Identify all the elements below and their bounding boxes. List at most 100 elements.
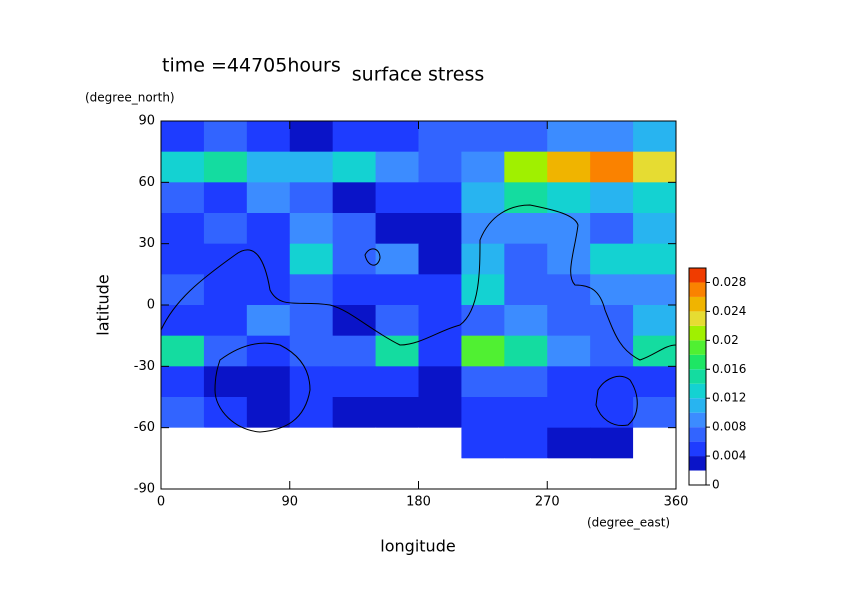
contour-cell [375,305,419,337]
contour-cell [590,335,634,367]
contour-cell [332,151,377,183]
contour-cell [332,213,377,245]
colorbar-swatch [689,383,706,399]
contour-cell [246,274,291,306]
coastline [160,204,677,361]
contour-cell [418,121,462,153]
contour-cell [161,151,205,183]
contour-cell [161,243,205,275]
contour-cell [547,458,591,490]
colorbar-swatch [689,268,706,283]
contour-cell [590,427,634,459]
contour-cell [203,213,248,245]
contour-cell [418,335,462,367]
colorbar-swatch [689,282,706,297]
contour-cell [633,243,677,275]
coastlines [160,204,677,433]
contour-cell [375,182,419,214]
colorbar-swatch [689,340,706,355]
contour-cell [590,274,634,306]
x-tick-label: 90 [281,495,298,510]
contour-cell [461,213,505,245]
contour-cell [246,305,291,337]
contour-cell [332,243,377,275]
contour-cell [375,427,419,459]
contour-cell [461,458,505,490]
contour-cell [590,366,634,398]
contour-cell [461,335,505,367]
contour-cell [203,458,248,490]
contour-cell [375,274,419,306]
contour-cell [504,458,548,490]
contour-cell [289,458,334,490]
contour-cell [547,121,591,153]
contour-cell [246,182,291,214]
contour-cell [633,335,677,367]
contour-cell [418,305,462,337]
contour-cell [246,243,291,275]
contour-cell [289,213,334,245]
contour-cell [461,366,505,398]
contour-cell [203,305,248,337]
contour-cell [504,243,548,275]
contour-cell [203,151,248,183]
contour-cell [203,366,248,398]
contour-cell [418,213,462,245]
contour-cell [289,151,334,183]
contour-cell [161,335,205,367]
contour-cell [161,182,205,214]
contour-cell [332,397,377,429]
contour-cell [203,243,248,275]
contour-cell [461,397,505,429]
contour-cell [504,274,548,306]
contour-cell [633,182,677,214]
contour-cell [590,182,634,214]
contour-cell [203,335,248,367]
contour-cell [375,151,419,183]
contour-cell [246,213,291,245]
contour-cell [289,427,334,459]
contour-cell [633,151,677,183]
coastline [364,248,381,266]
contour-cell [461,151,505,183]
contour-cell [203,121,248,153]
contour-cell [161,458,205,490]
contour-cell [418,151,462,183]
colorbar-frame [688,267,707,486]
contour-cell [633,274,677,306]
contour-cell [547,213,591,245]
y-axis-title: latitude [94,274,113,335]
colorbar-tick-label: 0.004 [712,449,746,463]
contour-cell [547,397,591,429]
contour-cell [246,121,291,153]
contour-cell [289,243,334,275]
colorbar-swatch [689,427,706,442]
contour-cell [332,427,377,459]
colorbar-swatch [689,296,706,312]
contour-cell [633,427,677,459]
contour-cell [547,366,591,398]
contour-cell [504,305,548,337]
contour-cell [504,213,548,245]
colorbar-swatch [689,441,706,457]
contour-cell [332,366,377,398]
contour-cell [590,458,634,490]
colorbar-swatch [689,311,706,326]
contour-cell [461,121,505,153]
contour-cell [547,274,591,306]
contour-cell [289,182,334,214]
y-tick-label: 90 [138,114,155,129]
contour-cell [418,243,462,275]
contour-field [161,121,677,490]
contour-cell [590,151,634,183]
contour-cell [289,305,334,337]
contour-cell [161,427,205,459]
contour-cell [547,182,591,214]
contour-cell [246,397,291,429]
colorbar-swatch [689,470,706,485]
contour-cell [461,427,505,459]
contour-cell [418,366,462,398]
coastline [595,375,638,427]
contour-cell [504,151,548,183]
